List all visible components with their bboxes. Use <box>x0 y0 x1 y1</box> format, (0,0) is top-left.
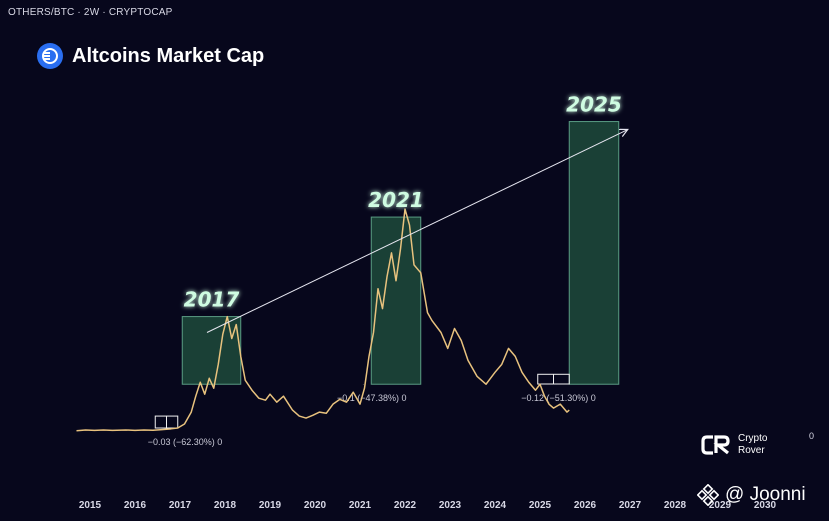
chart-symbol-line: OTHERS/BTC · 2W · CRYPTOCAP <box>8 7 173 18</box>
x-tick-label-2028: 2028 <box>664 500 687 511</box>
chart-header: Altcoins Market Cap <box>37 43 264 69</box>
brand-name-line1: Crypto <box>738 433 768 444</box>
right-axis-zero-label: 0 <box>809 431 815 441</box>
x-tick-label-2029: 2029 <box>709 500 732 511</box>
cycle-label-2017: 2017 <box>184 288 240 312</box>
x-tick-label-2019: 2019 <box>259 500 282 511</box>
x-tick-label-2021: 2021 <box>349 500 372 511</box>
watermark: @ Joonni <box>697 484 806 506</box>
cycle-box-2017 <box>181 316 242 385</box>
trend-arrow-line <box>206 130 628 333</box>
x-tick-label-2018: 2018 <box>214 500 237 511</box>
cycle-box-2025 <box>568 121 620 385</box>
x-tick-label-2023: 2023 <box>439 500 462 511</box>
x-tick-label-2015: 2015 <box>79 500 102 511</box>
brand-name-line2: Rover <box>738 445 765 456</box>
x-tick-label-2022: 2022 <box>394 500 417 511</box>
price-series-line <box>76 208 570 432</box>
x-tick-label-2027: 2027 <box>619 500 642 511</box>
chart-title: Altcoins Market Cap <box>72 44 265 67</box>
binance-diamond-icon <box>697 484 719 506</box>
drawdown-label-1: −0.1 (−47.38%) 0 <box>337 393 407 403</box>
cycle-label-2021: 2021 <box>368 188 424 212</box>
cycle-box-2021 <box>370 216 422 385</box>
x-tick-label-2025: 2025 <box>529 500 552 511</box>
x-tick-label-2030: 2030 <box>754 500 777 511</box>
x-tick-label-2020: 2020 <box>304 500 327 511</box>
drawdown-label-0: −0.03 (−62.30%) 0 <box>148 437 223 447</box>
x-tick-label-2017: 2017 <box>169 500 192 511</box>
crypto-rover-brand: Crypto Rover <box>700 433 767 457</box>
watermark-text: @ Joonni <box>725 484 806 505</box>
drawdown-label-2: −0.12 (−51.30%) 0 <box>521 393 596 403</box>
x-tick-label-2024: 2024 <box>484 500 507 511</box>
cycle-label-2025: 2025 <box>566 93 622 117</box>
crypto-rover-logo-icon <box>701 435 730 455</box>
x-tick-label-2026: 2026 <box>574 500 597 511</box>
crypto-rover-name: Crypto Rover <box>738 433 767 457</box>
x-tick-label-2016: 2016 <box>124 500 147 511</box>
market-cap-logo-icon <box>37 43 63 69</box>
